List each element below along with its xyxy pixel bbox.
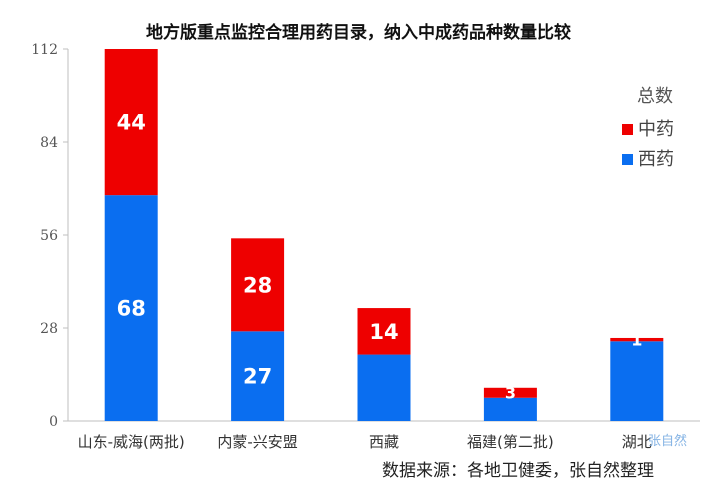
data-label: 27: [243, 365, 272, 389]
y-tick-label: 84: [40, 135, 58, 151]
bar-segment-zhongyao: [357, 308, 411, 355]
x-tick-label: 山东-威海(两批): [78, 433, 185, 451]
data-label: 28: [243, 273, 272, 297]
data-label: 14: [369, 320, 398, 344]
watermark: 张自然: [648, 434, 688, 449]
bar-segment-zhongyao: [231, 238, 285, 332]
legend-title: 总数: [637, 86, 673, 107]
data-label: 3: [505, 384, 516, 403]
data-label: 44: [117, 111, 146, 135]
legend-label: 中药: [638, 119, 674, 140]
bar-segment-zhongyao: [610, 337, 664, 342]
chart-title: 地方版重点监控合理用药目录，纳入中成药品种数量比较: [146, 23, 571, 43]
x-tick-label: 湖北: [622, 433, 652, 451]
x-tick-label: 西藏: [369, 433, 399, 451]
y-tick-label: 112: [31, 42, 58, 58]
x-tick-label: 内蒙-兴安盟: [217, 433, 297, 451]
legend-swatch: [622, 154, 633, 165]
bar-segment-xiyao: [357, 354, 411, 421]
bar-segment-xiyao: [231, 331, 285, 421]
legend-label: 西药: [638, 149, 674, 170]
bar-segment-xiyao: [104, 195, 158, 421]
data-label: 1: [631, 330, 642, 349]
data-label: 68: [117, 297, 146, 321]
legend-swatch: [622, 124, 633, 135]
y-tick-label: 56: [40, 228, 58, 244]
y-tick-label: 0: [49, 414, 58, 430]
x-tick-label: 福建(第二批): [467, 433, 554, 451]
source-note: 数据来源：各地卫健委，张自然整理: [382, 461, 654, 481]
bar-segment-xiyao: [483, 397, 537, 421]
y-tick-label: 28: [40, 321, 58, 337]
bar-segment-zhongyao: [104, 49, 158, 196]
bar-segment-xiyao: [610, 341, 664, 421]
bar-segment-zhongyao: [483, 387, 537, 398]
